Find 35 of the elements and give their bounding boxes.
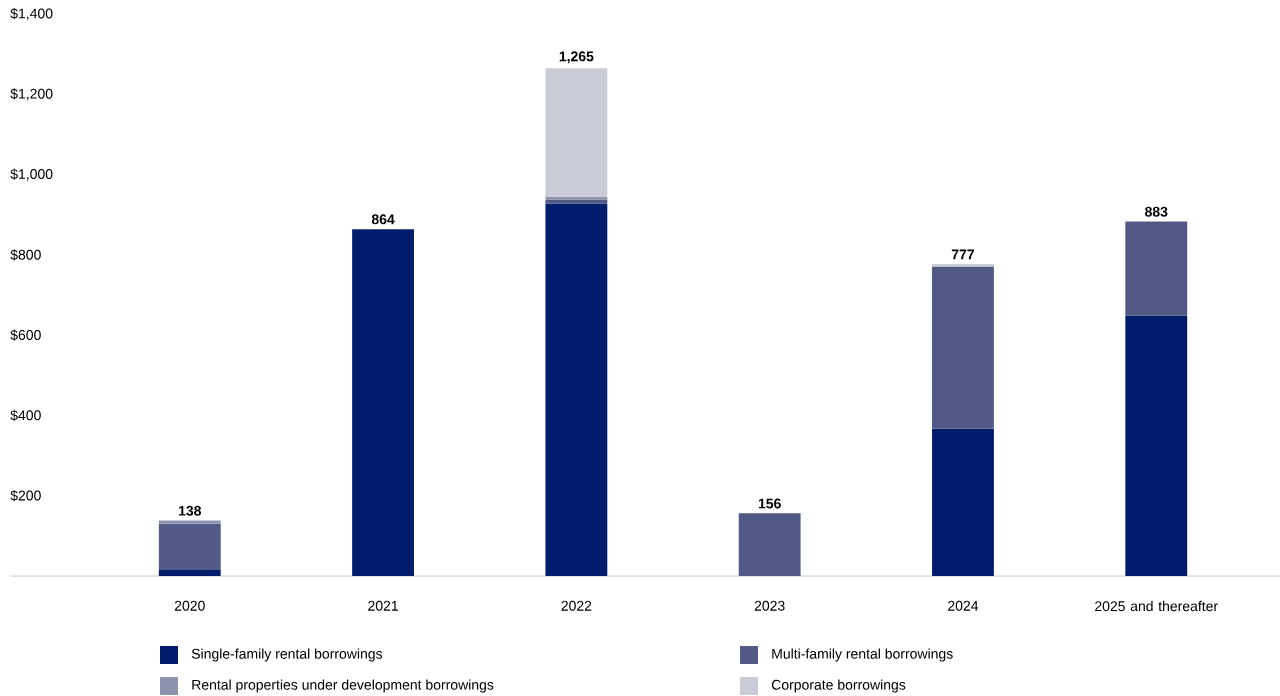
- y-tick-label: $600: [10, 329, 41, 341]
- bar: [545, 203, 608, 576]
- x-tick-label: 2022: [561, 600, 592, 611]
- total-label: 864: [371, 214, 395, 225]
- y-tick-label: $800: [10, 249, 41, 261]
- bar: [545, 68, 608, 197]
- bar: [545, 199, 608, 204]
- bar: [738, 513, 801, 576]
- total-label: 1,265: [559, 51, 594, 64]
- legend-label: Single-family rental borrowings: [191, 648, 383, 662]
- x-tick-label: 2025 and thereafter: [1095, 600, 1218, 612]
- x-tick-label: 2020: [174, 600, 205, 611]
- x-tick-label: 2021: [368, 600, 398, 611]
- legend-label: Corporate borrowings: [771, 679, 906, 693]
- y-tick-label: $400: [10, 409, 41, 422]
- x-tick-label: 2023: [754, 600, 785, 611]
- legend-label: Multi-family rental borrowings: [772, 648, 953, 662]
- total-label: 777: [951, 249, 975, 260]
- total-label: 156: [758, 498, 781, 509]
- bar: [1125, 315, 1188, 576]
- bar: [352, 229, 414, 576]
- y-tick-label: $200: [10, 490, 41, 502]
- bar: [158, 523, 221, 570]
- bar: [1125, 221, 1188, 316]
- total-label: 883: [1145, 206, 1168, 217]
- bar: [932, 266, 994, 429]
- x-tick-label: 2024: [948, 600, 979, 611]
- bar: [158, 520, 221, 524]
- y-tick-label: $1,400: [10, 7, 53, 21]
- bar: [158, 569, 221, 576]
- total-label: 138: [178, 505, 202, 516]
- legend-label: Rental properties under development borrowings: [192, 679, 494, 693]
- y-tick-label: $1,200: [10, 88, 53, 101]
- bar: [932, 428, 994, 576]
- y-tick-label: $1,000: [10, 168, 53, 181]
